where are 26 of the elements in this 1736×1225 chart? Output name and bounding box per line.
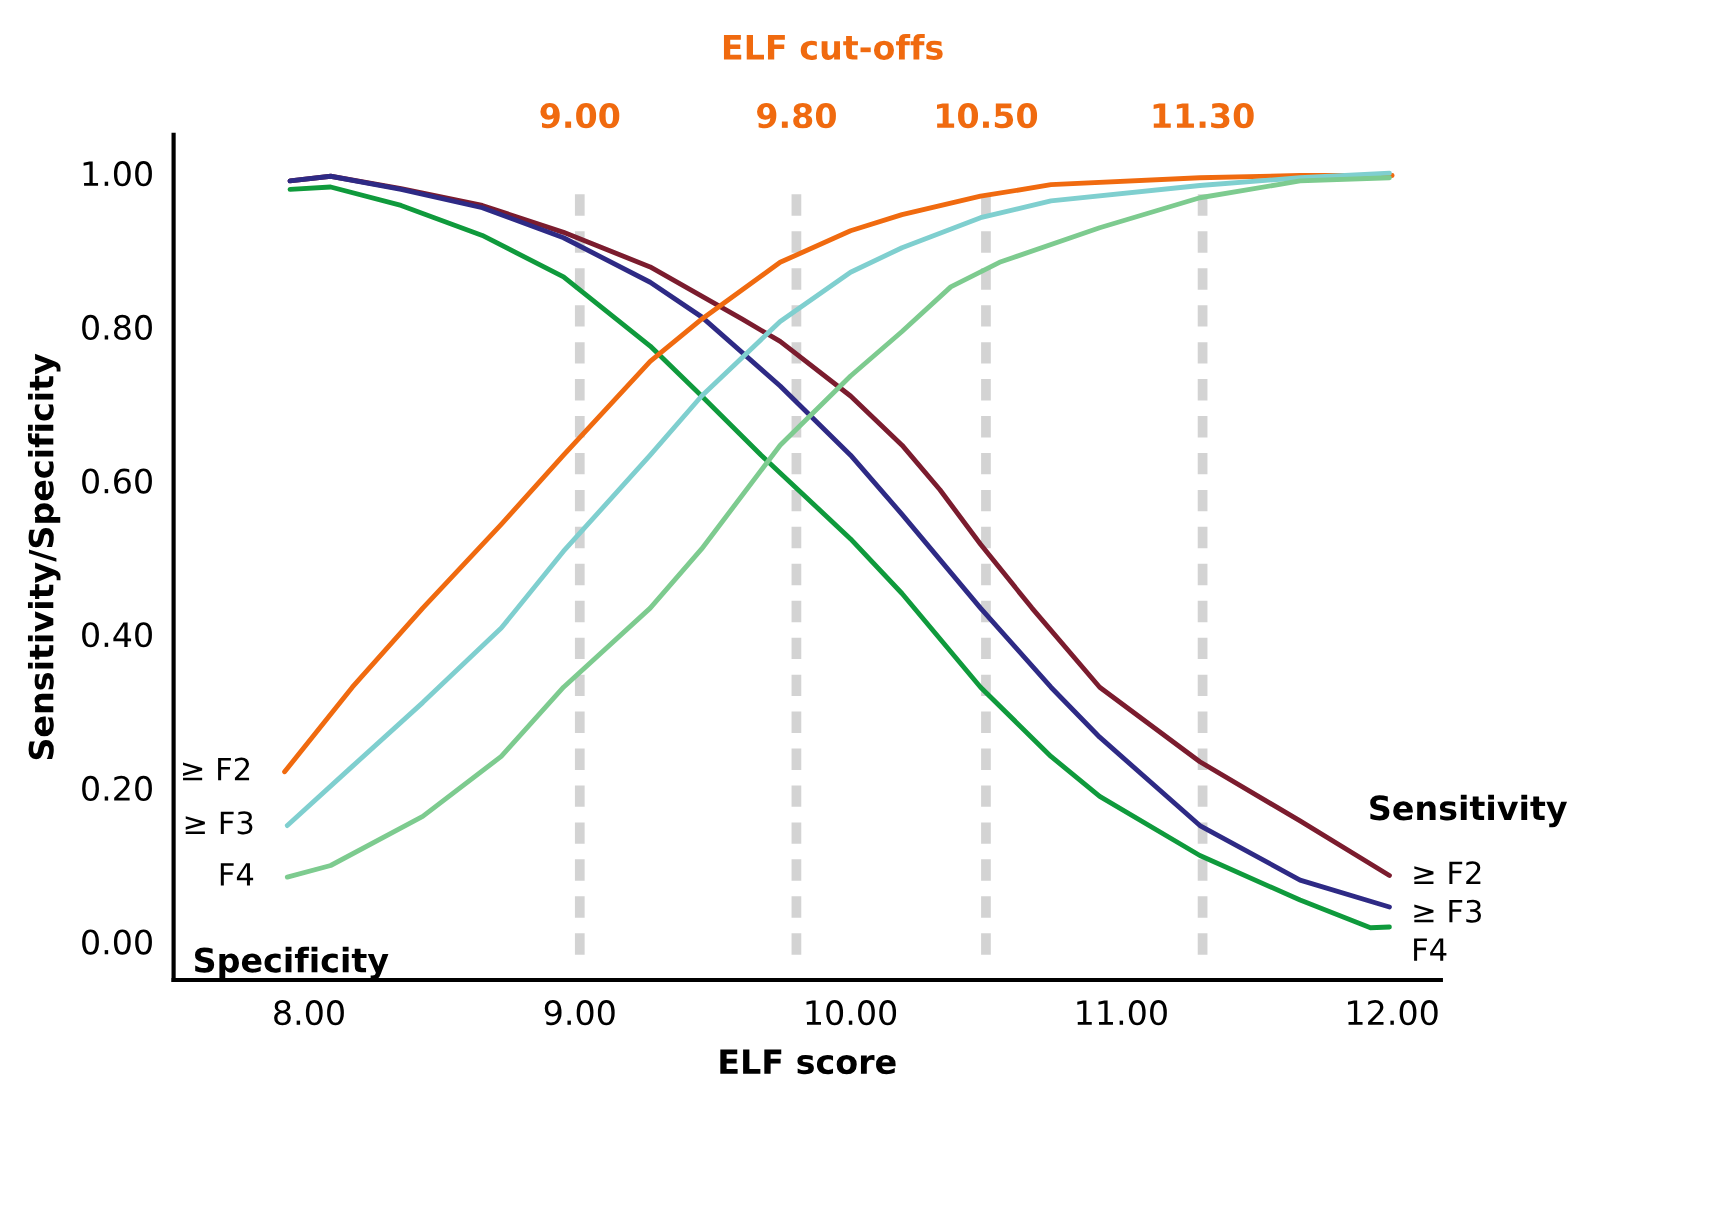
x-tick-label: 11.00: [1077, 1000, 1167, 1026]
series-label: F4: [220, 863, 254, 886]
x-axis-title: ELF score: [720, 1049, 896, 1075]
series-label: ≥ F2: [183, 757, 250, 781]
y-axis-title: Sensitivity/Specificity: [27, 353, 61, 760]
ref-line-label: 9.00: [540, 103, 620, 129]
x-tick-label: 10.00: [806, 1000, 897, 1026]
text: ELF cut-offs: [723, 34, 943, 60]
series-label: ≥ F3: [1414, 899, 1481, 923]
x-tick-label: 12.00: [1348, 1000, 1438, 1026]
y-tick-label: 1.00: [83, 161, 152, 187]
x-tick-label: 9.00: [544, 1000, 615, 1026]
ref-line-label: 11.30: [1153, 103, 1254, 129]
y-tick-label: 0.20: [82, 775, 152, 802]
y-tick-label: 0.40: [82, 622, 152, 648]
x-tick-label: 8.00: [274, 1000, 344, 1026]
series-label: ≥ F2: [1414, 861, 1481, 884]
annotation: Specificity: [195, 946, 389, 980]
ref-line-label: 10.50: [937, 103, 1038, 129]
series-label: ≥ F3: [185, 811, 253, 835]
y-tick-label: 0.80: [82, 314, 152, 340]
ref-line-label: 9.80: [757, 103, 836, 129]
y-tick-label: 0.60: [82, 468, 152, 494]
annotation: Sensitivity: [1370, 794, 1568, 828]
series-label: F4: [1414, 938, 1447, 961]
y-tick-label: 0.00: [82, 929, 152, 955]
